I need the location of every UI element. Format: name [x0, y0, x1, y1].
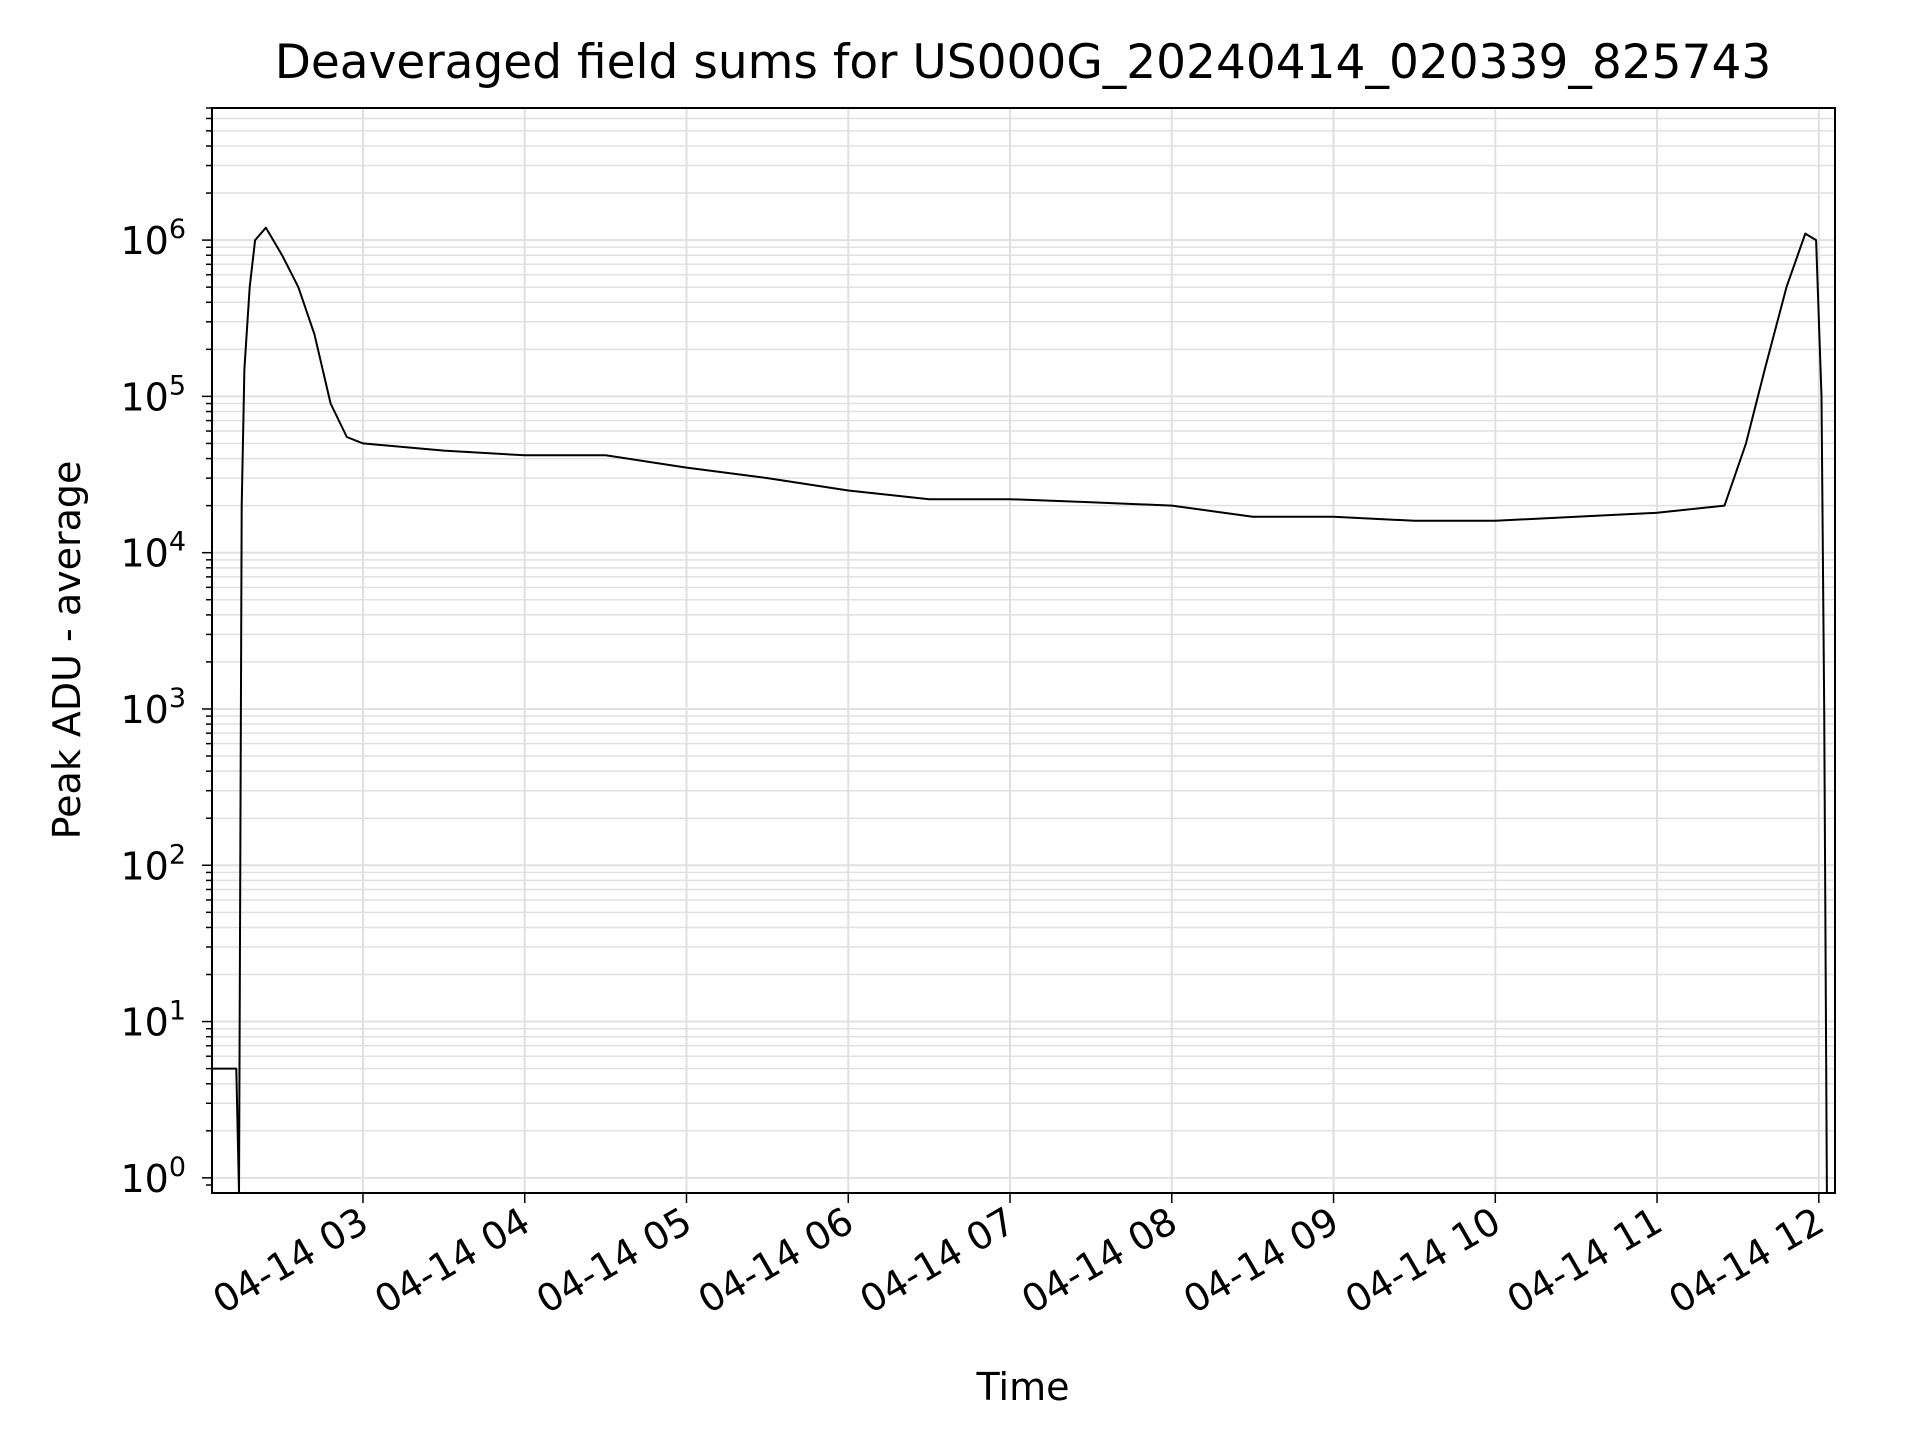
grid — [212, 107, 1835, 1193]
y-tick-label: 100 — [120, 1152, 186, 1201]
y-tick-label: 105 — [120, 370, 186, 419]
data-layer — [212, 226, 1828, 1193]
x-axis-label: Time — [976, 1365, 1070, 1409]
y-tick-label: 104 — [120, 527, 186, 576]
chart-title: Deaveraged field sums for US000G_2024041… — [275, 35, 1772, 90]
y-tick-label: 101 — [120, 996, 186, 1045]
y-axis-label: Peak ADU - average — [45, 461, 89, 840]
y-tick-label: 103 — [120, 683, 186, 732]
y-tick-label: 102 — [120, 839, 186, 888]
plot-frame — [211, 107, 1836, 1194]
series-line — [212, 226, 1828, 1193]
y-tick-label: 106 — [120, 214, 186, 263]
